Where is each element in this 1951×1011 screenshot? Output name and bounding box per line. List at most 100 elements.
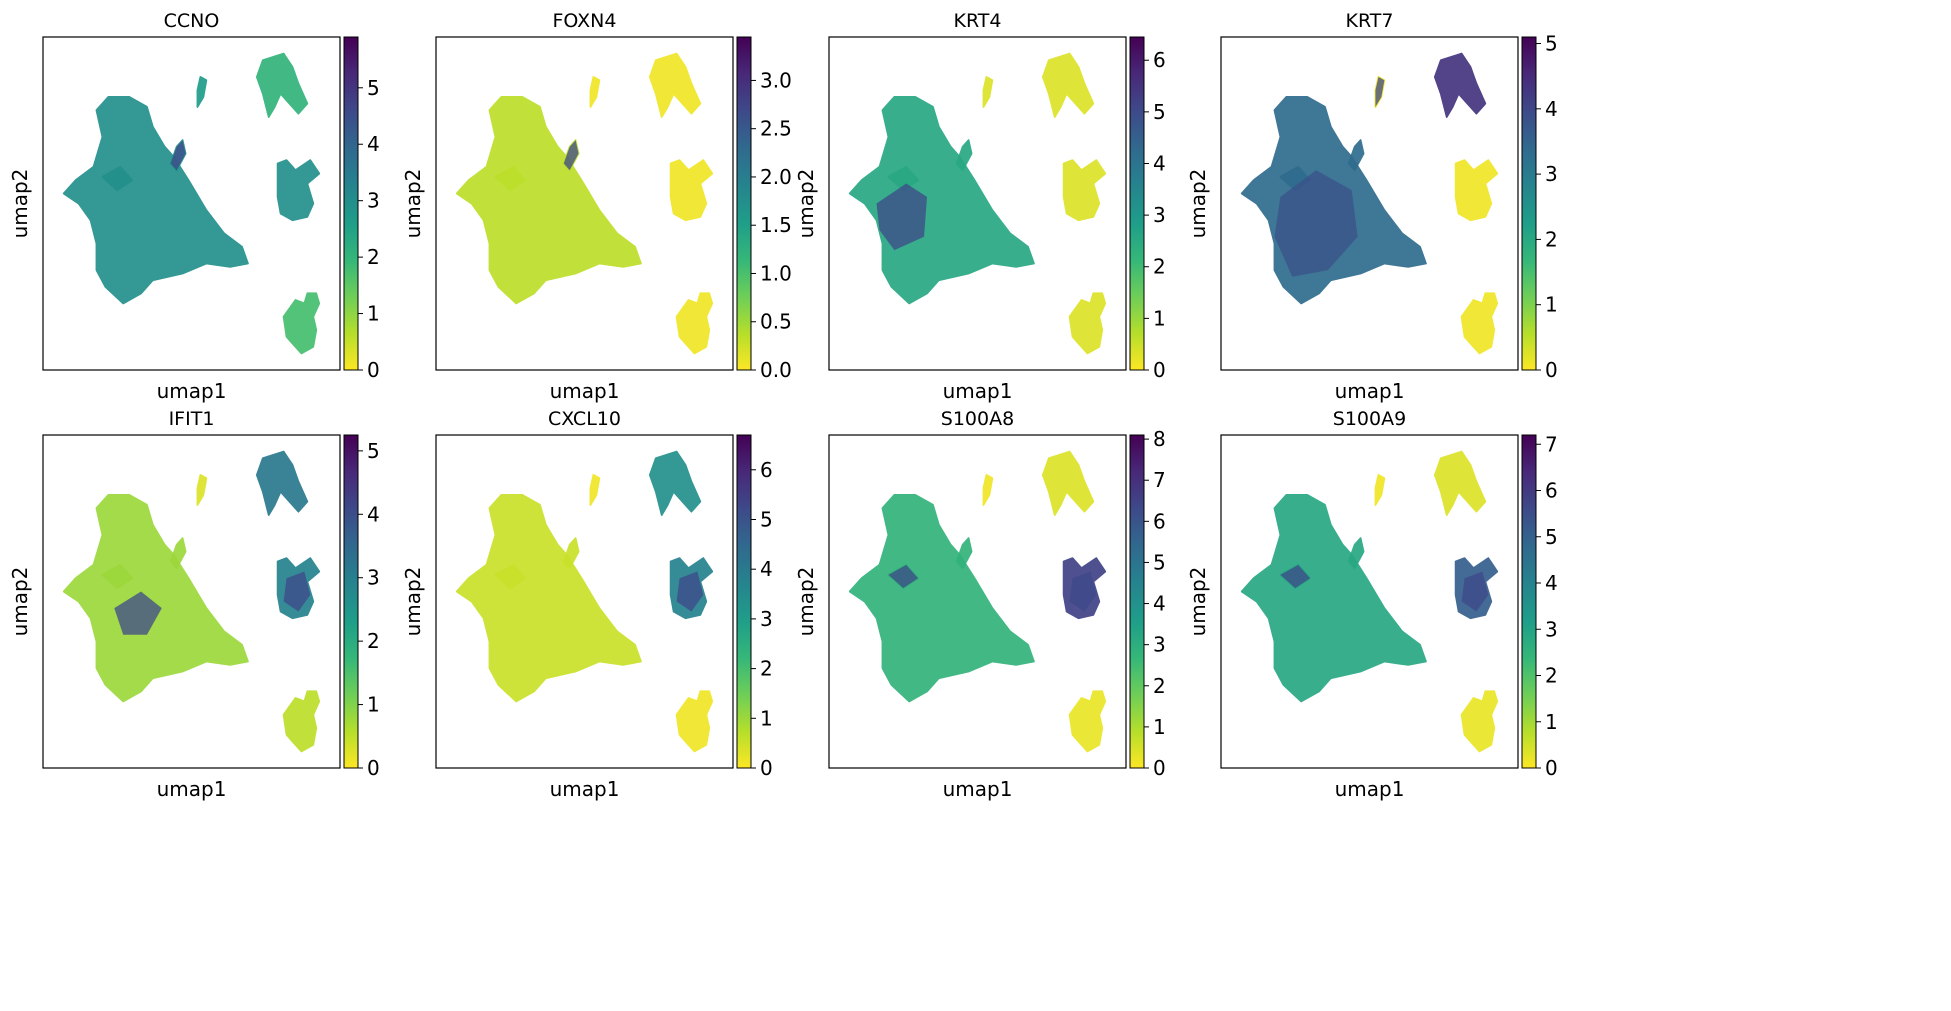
colorbar-tick-label: 3: [760, 607, 773, 631]
cell-cluster: [1240, 493, 1427, 703]
colorbar-tick-label: 0: [1153, 756, 1166, 780]
colorbar-tick-label: 0: [1153, 358, 1166, 382]
expression-hotspot: [888, 564, 919, 589]
embedding-points: [455, 450, 714, 753]
colorbar-tick-label: 8: [1153, 427, 1166, 451]
cell-cluster: [255, 450, 309, 516]
colorbar-tick-label: 0: [367, 756, 380, 780]
cell-cluster: [887, 165, 919, 192]
colorbar-tick-label: 2: [1153, 255, 1166, 279]
colorbar-tick-label: 2: [760, 657, 773, 681]
colorbar-tick-label: 1.5: [760, 213, 792, 237]
cell-cluster: [62, 95, 249, 305]
y-axis-label: umap2: [401, 169, 425, 239]
colorbar-tick-label: 4: [367, 132, 380, 156]
cell-cluster: [1347, 537, 1365, 570]
cell-cluster: [955, 537, 973, 570]
umap-panel: KRT4 umap1 umap2 0 1 2 3 4 5 6: [794, 10, 1166, 403]
y-axis-label: umap2: [794, 169, 818, 239]
cell-cluster: [1062, 159, 1107, 222]
colorbar-tick-label: 5: [1545, 525, 1558, 549]
cell-cluster: [669, 159, 714, 222]
colorbar-tick-label: 1: [1153, 306, 1166, 330]
cell-cluster: [455, 95, 642, 305]
colorbar-tick-label: 4: [1545, 571, 1558, 595]
expression-hotspot: [283, 571, 311, 612]
panel-title: KRT7: [1346, 10, 1394, 32]
colorbar-tick-label: 2: [1545, 227, 1558, 251]
umap-panel: CXCL10 umap1 umap2 0 1 2 3 4 5 6: [401, 408, 773, 801]
cell-cluster: [675, 690, 714, 753]
colorbar-tick-label: 1: [1153, 715, 1166, 739]
colorbar-tick-label: 1: [367, 693, 380, 717]
colorbar-tick-label: 3.0: [760, 68, 792, 92]
cell-cluster: [675, 292, 714, 355]
colorbar-tick-label: 6: [760, 458, 773, 482]
colorbar-tick-label: 5: [760, 507, 773, 531]
cell-cluster: [1374, 473, 1386, 506]
cell-cluster: [589, 75, 601, 108]
colorbar: [343, 36, 359, 371]
colorbar-tick-label: 6: [1153, 48, 1166, 72]
colorbar-tick-label: 0.5: [760, 310, 792, 334]
cell-cluster: [255, 52, 309, 118]
colorbar-tick-label: 5: [367, 439, 380, 463]
expression-hotspot: [676, 571, 704, 612]
colorbar-tick-label: 0: [367, 358, 380, 382]
x-axis-label: umap1: [550, 777, 620, 801]
colorbar-tick-label: 2: [367, 629, 380, 653]
y-axis-label: umap2: [794, 567, 818, 637]
x-axis-label: umap1: [1335, 379, 1405, 403]
colorbar-tick-label: 3: [1545, 617, 1558, 641]
colorbar-tick-label: 5: [1153, 550, 1166, 574]
colorbar-tick-label: 3: [367, 189, 380, 213]
panel-title: S100A9: [1333, 408, 1406, 430]
cell-cluster: [982, 75, 994, 108]
colorbar-tick-label: 4: [1153, 592, 1166, 616]
colorbar-tick-label: 4: [367, 502, 380, 526]
colorbar-tick-label: 1.0: [760, 261, 792, 285]
colorbar-tick-label: 1: [367, 302, 380, 326]
cell-cluster: [494, 563, 526, 590]
x-axis-label: umap1: [157, 777, 227, 801]
colorbar: [736, 36, 752, 371]
embedding-points: [62, 450, 321, 753]
cell-cluster: [1433, 52, 1487, 118]
y-axis-label: umap2: [1186, 169, 1210, 239]
cell-cluster: [1454, 159, 1499, 222]
cell-cluster: [455, 493, 642, 703]
expression-hotspot: [1280, 564, 1311, 589]
colorbar-tick-label: 6: [1545, 479, 1558, 503]
x-axis-label: umap1: [943, 379, 1013, 403]
expression-hotspot: [1375, 76, 1385, 107]
expression-hotspot: [1461, 571, 1489, 612]
cell-cluster: [494, 165, 526, 192]
panel-title: FOXN4: [553, 10, 617, 32]
colorbar-tick-label: 4: [1153, 151, 1166, 175]
umap-panel: CCNO umap1 umap2 0 1 2 3 4 5: [8, 10, 380, 403]
cell-cluster: [648, 52, 702, 118]
cell-cluster: [1041, 450, 1095, 516]
cell-cluster: [648, 450, 702, 516]
colorbar-tick-label: 0: [1545, 756, 1558, 780]
cell-cluster: [276, 159, 321, 222]
cell-cluster: [282, 292, 321, 355]
x-axis-label: umap1: [943, 777, 1013, 801]
umap-panel: KRT7 umap1 umap2 0 1 2 3 4 5: [1186, 10, 1558, 403]
cell-cluster: [1068, 292, 1107, 355]
cell-cluster: [955, 139, 973, 172]
colorbar-tick-label: 3: [1153, 203, 1166, 227]
expression-hotspot: [114, 591, 162, 635]
y-axis-label: umap2: [8, 169, 32, 239]
cell-cluster: [101, 563, 133, 590]
cell-cluster: [101, 165, 133, 192]
umap-panel: S100A8 umap1 umap2 0 1 2 3 4 5 6 7 8: [794, 408, 1166, 801]
colorbar: [1129, 36, 1145, 371]
cell-cluster: [282, 690, 321, 753]
cell-cluster: [62, 493, 249, 703]
cell-cluster: [169, 537, 187, 570]
colorbar-tick-label: 2: [1545, 664, 1558, 688]
cell-cluster: [1460, 690, 1499, 753]
embedding-points: [848, 52, 1107, 355]
cell-cluster: [1433, 450, 1487, 516]
